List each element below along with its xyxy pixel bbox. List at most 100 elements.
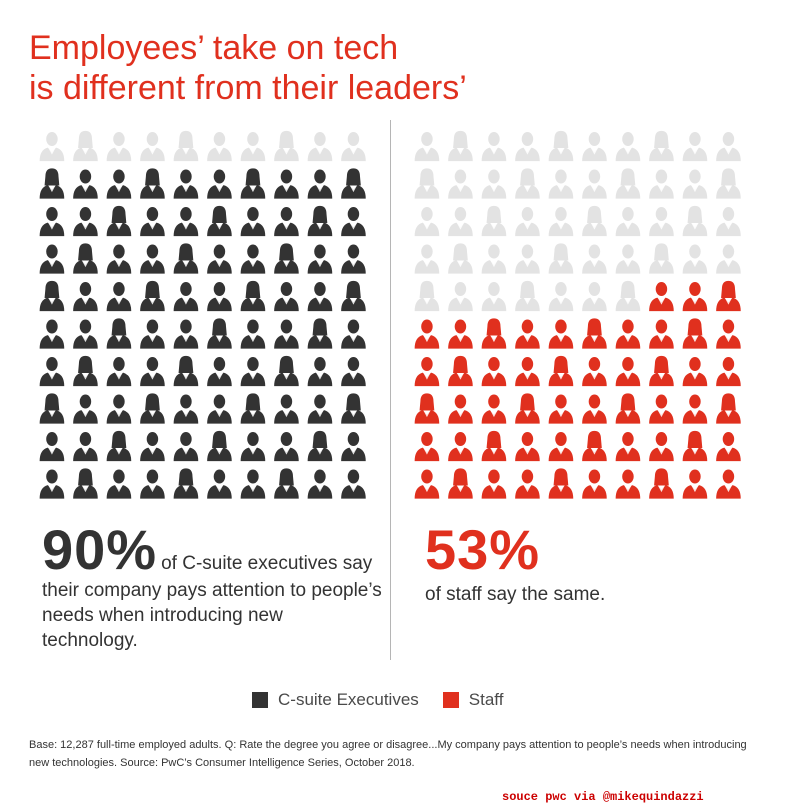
- person-icon-empty: [414, 132, 440, 162]
- person-icon-filled: [649, 319, 674, 349]
- person-icon-filled: [548, 432, 574, 462]
- person-icon-filled: [207, 318, 232, 349]
- person-icon-filled: [649, 282, 674, 312]
- person-icon-filled: [515, 469, 540, 499]
- source-credit: souce pwc via @mikequindazzi: [502, 790, 704, 804]
- person-icon-filled: [73, 355, 98, 387]
- person-icon-empty: [448, 207, 473, 237]
- person-icon-filled: [140, 432, 165, 462]
- legend-swatch-c-suite: [252, 692, 268, 708]
- chart-title: Employees’ take on tech is different fro…: [29, 28, 467, 108]
- person-icon-filled: [207, 205, 232, 237]
- person-icon-filled: [582, 318, 607, 349]
- person-icon-filled: [106, 244, 132, 274]
- person-icon-empty: [682, 132, 708, 162]
- person-icon-empty: [548, 282, 574, 312]
- person-icon-empty: [414, 280, 440, 312]
- person-icon-filled: [73, 319, 98, 349]
- person-icon-filled: [106, 282, 132, 312]
- person-icon-empty: [448, 282, 473, 312]
- person-icon-filled: [481, 469, 507, 499]
- person-icon-filled: [448, 355, 473, 387]
- person-icon-filled: [716, 280, 741, 312]
- person-icon-filled: [481, 357, 507, 387]
- person-icon-filled: [414, 469, 440, 499]
- person-icon-filled: [615, 319, 641, 349]
- person-icon-filled: [448, 432, 473, 462]
- person-icon-filled: [515, 319, 540, 349]
- person-icon-empty: [481, 132, 507, 162]
- person-icon-empty: [448, 130, 473, 162]
- person-icon-filled: [615, 357, 641, 387]
- staff-pictogram-grid: [414, 130, 741, 499]
- person-icon-filled: [140, 319, 165, 349]
- person-icon-filled: [682, 430, 708, 462]
- person-icon-filled: [140, 207, 165, 237]
- person-icon-empty: [649, 169, 674, 199]
- person-icon-filled: [173, 319, 199, 349]
- person-icon-filled: [140, 244, 165, 274]
- c-suite-stat-value: 90%: [42, 518, 158, 581]
- staff-stat-text: of staff say the same.: [425, 584, 606, 605]
- c-suite-pictogram-grid: [39, 130, 366, 499]
- person-icon-filled: [341, 244, 366, 274]
- staff-stat: 53% of staff say the same.: [425, 522, 755, 607]
- person-icon-filled: [106, 169, 132, 199]
- title-line-1: Employees’ take on tech: [29, 29, 399, 67]
- person-icon-filled: [140, 280, 165, 312]
- person-icon-filled: [207, 357, 232, 387]
- person-icon-empty: [341, 132, 366, 162]
- person-icon-filled: [39, 357, 65, 387]
- person-icon-filled: [481, 318, 507, 349]
- person-icon-filled: [414, 432, 440, 462]
- person-icon-filled: [240, 207, 266, 237]
- person-icon-filled: [106, 394, 132, 424]
- person-icon-filled: [240, 432, 266, 462]
- person-icon-filled: [207, 244, 232, 274]
- person-icon-filled: [207, 394, 232, 424]
- person-icon-filled: [240, 244, 266, 274]
- legend-label-c-suite: C-suite Executives: [278, 690, 419, 709]
- person-icon-filled: [106, 318, 132, 349]
- person-icon-filled: [207, 469, 232, 499]
- person-icon-empty: [240, 132, 266, 162]
- person-icon-filled: [140, 357, 165, 387]
- person-icon-empty: [39, 132, 65, 162]
- person-icon-filled: [615, 432, 641, 462]
- person-icon-filled: [274, 207, 299, 237]
- legend-item-staff: Staff: [442, 690, 504, 710]
- person-icon-empty: [682, 205, 708, 237]
- person-icon-empty: [173, 130, 199, 162]
- person-icon-filled: [274, 432, 299, 462]
- person-icon-filled: [106, 430, 132, 462]
- legend-label-staff: Staff: [468, 690, 504, 709]
- person-icon-filled: [207, 169, 232, 199]
- person-icon-filled: [307, 357, 333, 387]
- person-icon-filled: [515, 432, 540, 462]
- person-icon-filled: [207, 430, 232, 462]
- person-icon-empty: [582, 282, 607, 312]
- person-icon-empty: [548, 169, 574, 199]
- person-icon-filled: [39, 319, 65, 349]
- person-icon-filled: [615, 469, 641, 499]
- person-icon-filled: [274, 355, 299, 387]
- person-icon-filled: [582, 430, 607, 462]
- person-icon-filled: [307, 205, 333, 237]
- person-icon-empty: [582, 169, 607, 199]
- person-icon-filled: [582, 394, 607, 424]
- person-icon-filled: [649, 355, 674, 387]
- person-icon-filled: [515, 357, 540, 387]
- person-icon-filled: [73, 207, 98, 237]
- person-icon-empty: [481, 282, 507, 312]
- person-icon-filled: [307, 430, 333, 462]
- person-icon-empty: [515, 132, 540, 162]
- person-icon-filled: [240, 280, 266, 312]
- person-icon-empty: [274, 130, 299, 162]
- person-icon-filled: [716, 432, 741, 462]
- person-icon-filled: [106, 469, 132, 499]
- person-icon-filled: [548, 319, 574, 349]
- person-icon-filled: [448, 468, 473, 499]
- legend-swatch-staff: [442, 692, 459, 708]
- person-icon-filled: [173, 432, 199, 462]
- person-icon-filled: [682, 394, 708, 424]
